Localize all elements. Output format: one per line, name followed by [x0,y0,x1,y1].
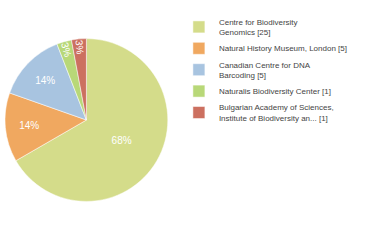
svg-text:Centre for BiodiversityGenomic: Centre for BiodiversityGenomics [25] [219,18,298,37]
svg-text:Bulgarian Academy of Sciences,: Bulgarian Academy of Sciences,Institute … [219,103,334,122]
svg-text:Canadian Centre for DNABarcodi: Canadian Centre for DNABarcoding [5] [219,61,311,80]
svg-text:14%: 14% [35,75,55,86]
svg-text:3%: 3% [73,39,85,55]
svg-text:3%: 3% [59,41,74,58]
svg-text:Natural History Museum, London: Natural History Museum, London [5] [219,44,347,53]
svg-text:14%: 14% [19,120,39,131]
svg-text:Naturalis Biodiversity Center: Naturalis Biodiversity Center [1] [219,87,331,96]
svg-text:68%: 68% [112,135,132,146]
